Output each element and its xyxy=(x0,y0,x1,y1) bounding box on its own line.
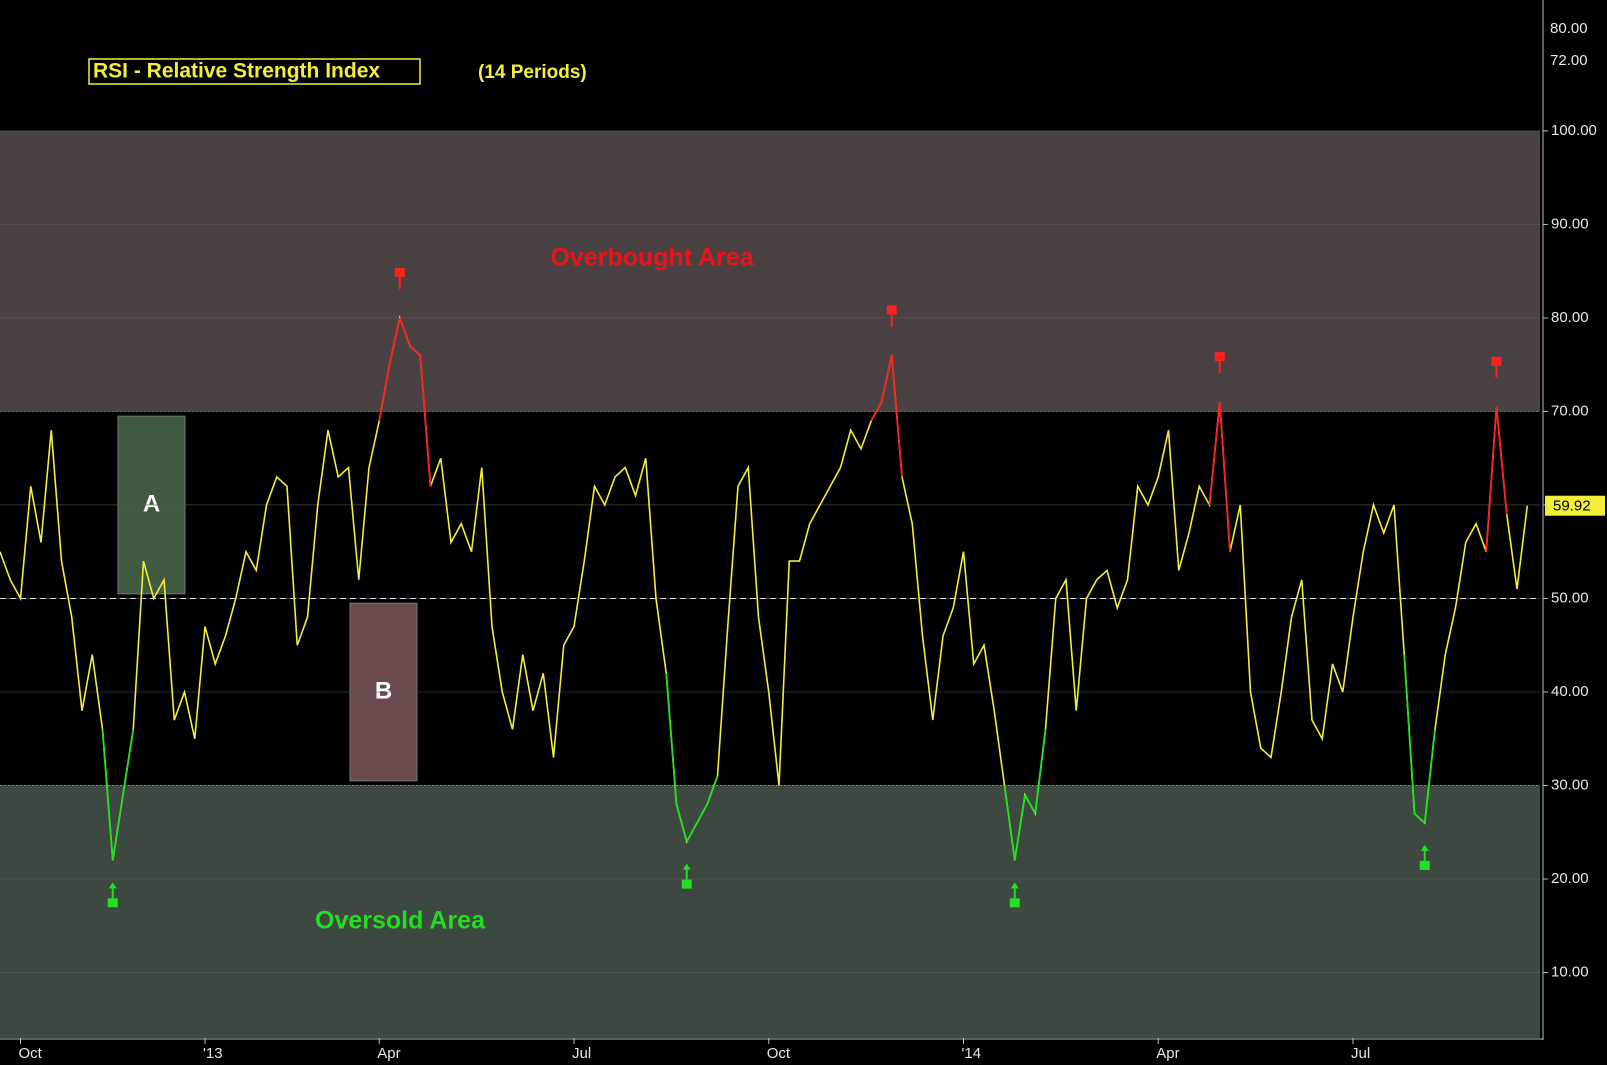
buy-signal-foot xyxy=(1009,898,1020,908)
zone-segment xyxy=(1423,729,1436,824)
sell-signal xyxy=(1491,356,1502,378)
zone-segment xyxy=(1034,729,1047,814)
buy-signal-foot xyxy=(107,898,118,908)
x-tick-label: Oct xyxy=(767,1045,791,1062)
x-tick-label: '14 xyxy=(962,1045,982,1062)
zone-segment xyxy=(665,673,678,805)
zone-segment xyxy=(890,355,903,477)
y-tick-label: 90.00 xyxy=(1551,215,1589,232)
zone-segment xyxy=(1485,406,1498,552)
x-tick-label: Jul xyxy=(1351,1045,1370,1062)
y-tick-label: 20.00 xyxy=(1551,870,1589,887)
chart-title: RSI - Relative Strength Index xyxy=(93,60,380,83)
zone-segment xyxy=(409,345,421,357)
buy-signal xyxy=(107,882,118,908)
zone-segment xyxy=(111,794,124,861)
chart-subtitle: (14 Periods) xyxy=(478,62,587,83)
buy-signal xyxy=(681,863,692,889)
y-tick-label: 30.00 xyxy=(1551,776,1589,793)
zone-segment xyxy=(1403,654,1416,814)
x-tick-label: Apr xyxy=(377,1045,400,1062)
oversold-label: Oversold Area xyxy=(315,907,486,935)
sell-signal xyxy=(1214,352,1225,374)
buy-signal-foot xyxy=(1419,860,1430,870)
zone-segment xyxy=(706,775,719,805)
oversold-zone xyxy=(0,785,1540,1038)
annotation-label: B xyxy=(375,677,392,704)
zone-segment xyxy=(870,401,883,422)
overbought-zone xyxy=(0,130,1540,412)
y-tick-label: 70.00 xyxy=(1551,402,1589,419)
zone-segment xyxy=(398,317,411,347)
buy-signal-arrow xyxy=(1420,844,1429,851)
y-tick-label: 50.00 xyxy=(1551,589,1589,606)
buy-signal xyxy=(1419,844,1430,870)
zone-segment xyxy=(675,803,688,842)
sell-signal-head xyxy=(1214,352,1225,362)
zone-segment xyxy=(378,364,391,421)
overbought-label: Overbought Area xyxy=(550,244,754,272)
zone-segment xyxy=(1495,406,1508,515)
last-value-box xyxy=(1545,495,1605,516)
zone-segment xyxy=(1003,785,1016,861)
x-tick-label: '13 xyxy=(203,1045,223,1062)
zone-segment xyxy=(696,803,709,824)
zone-segment xyxy=(419,355,432,487)
sell-signal-head xyxy=(1491,356,1502,366)
y-tick-label: 100.00 xyxy=(1551,122,1597,139)
y-tick-label: 10.00 xyxy=(1551,964,1589,981)
sell-signal-head xyxy=(886,305,897,315)
zone-segment xyxy=(1013,794,1026,861)
y-tick-label: 40.00 xyxy=(1551,683,1589,700)
title-box xyxy=(88,58,421,85)
buy-signal xyxy=(1009,882,1020,908)
x-tick-label: Apr xyxy=(1156,1045,1179,1062)
zone-segment xyxy=(1208,402,1221,506)
last-value-label: 59.92 xyxy=(1553,498,1591,515)
sell-signal-head xyxy=(394,267,405,277)
buy-signal-foot xyxy=(681,879,692,889)
zone-segment xyxy=(122,729,135,796)
zone-segment xyxy=(101,729,114,861)
sell-signal xyxy=(394,267,405,289)
upper-pane-tick: 80.00 xyxy=(1550,20,1588,37)
zone-segment xyxy=(1218,402,1231,552)
zone-segment xyxy=(388,317,401,365)
sell-signal xyxy=(886,305,897,327)
upper-pane-tick: 72.00 xyxy=(1550,52,1588,69)
x-tick-label: Oct xyxy=(19,1045,43,1062)
marks xyxy=(0,267,1529,908)
buy-signal-arrow xyxy=(1010,882,1019,889)
x-tick-label: Jul xyxy=(572,1045,591,1062)
buy-signal-arrow xyxy=(682,863,691,870)
y-tick-label: 80.00 xyxy=(1551,309,1589,326)
rsi-line xyxy=(0,315,1529,861)
zone-segment xyxy=(685,822,698,843)
zone-segment xyxy=(1413,812,1426,824)
zone-segment xyxy=(880,355,893,403)
zone-segment xyxy=(1024,794,1037,815)
grid xyxy=(0,130,1540,973)
zones: AB xyxy=(0,130,1540,1038)
annotation-label: A xyxy=(143,490,160,517)
buy-signal-arrow xyxy=(108,882,117,889)
